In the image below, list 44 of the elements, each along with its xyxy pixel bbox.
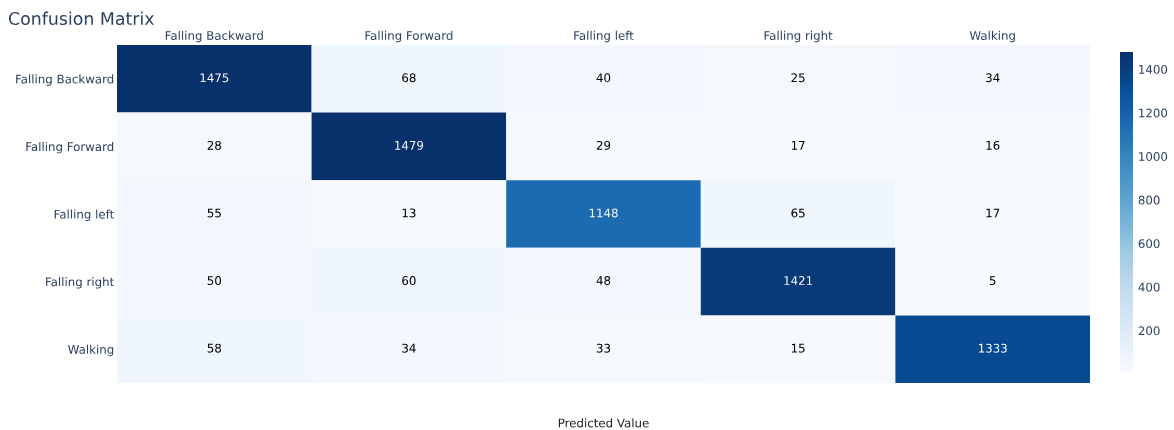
data-label: 50 — [207, 276, 222, 286]
data-label: 1421 — [784, 276, 813, 285]
data-label: 34 — [402, 343, 416, 353]
color-bar-label: 400 — [1138, 282, 1160, 292]
data-label: 17 — [986, 208, 1000, 218]
data-label: 40 — [596, 73, 611, 83]
data-label: 29 — [596, 140, 611, 150]
color-bar-label: 800 — [1138, 195, 1160, 205]
x-axis-title: Predicted Value — [558, 418, 649, 428]
x-tick-label: Falling Backward — [165, 30, 263, 43]
color-bar-label: 1000 — [1139, 152, 1168, 161]
data-label: 60 — [402, 276, 416, 286]
data-label: 5 — [989, 276, 996, 286]
data-label: 1475 — [200, 73, 229, 83]
y-tick-label: Walking — [68, 344, 114, 357]
y-tick-label: Falling Forward — [26, 141, 114, 154]
data-label: 1479 — [395, 140, 424, 150]
color-bar-label: 1200 — [1139, 108, 1168, 118]
data-label: 28 — [207, 140, 221, 150]
y-tick-label: Falling right — [46, 277, 114, 289]
color-bar-label: 600 — [1138, 239, 1160, 249]
data-label: 1148 — [589, 208, 618, 218]
data-label: 16 — [986, 140, 1000, 150]
y-tick-label: Falling Backward — [16, 74, 114, 86]
data-label: 1333 — [978, 343, 1007, 353]
data-label: 55 — [207, 208, 221, 218]
data-label: 25 — [791, 73, 805, 83]
data-label: 68 — [402, 73, 416, 83]
x-tick-label: Walking — [969, 30, 1015, 43]
x-tick-label: Falling right — [764, 30, 833, 43]
data-label: 65 — [791, 208, 805, 218]
data-label: 48 — [596, 276, 611, 286]
chart-title: Confusion Matrix — [8, 11, 154, 26]
data-label: 58 — [207, 343, 221, 353]
y-tick-label: Falling left — [54, 209, 114, 221]
data-label: 17 — [791, 141, 805, 150]
data-label: 13 — [402, 208, 416, 218]
data-label: 34 — [986, 73, 1000, 83]
x-tick-label: Falling Forward — [365, 30, 453, 43]
color-bar-label: 1400 — [1139, 64, 1168, 74]
color-bar-label: 200 — [1138, 326, 1160, 336]
data-label: 15 — [791, 343, 805, 353]
data-label: 33 — [596, 343, 611, 353]
x-tick-label: Falling left — [574, 30, 634, 43]
